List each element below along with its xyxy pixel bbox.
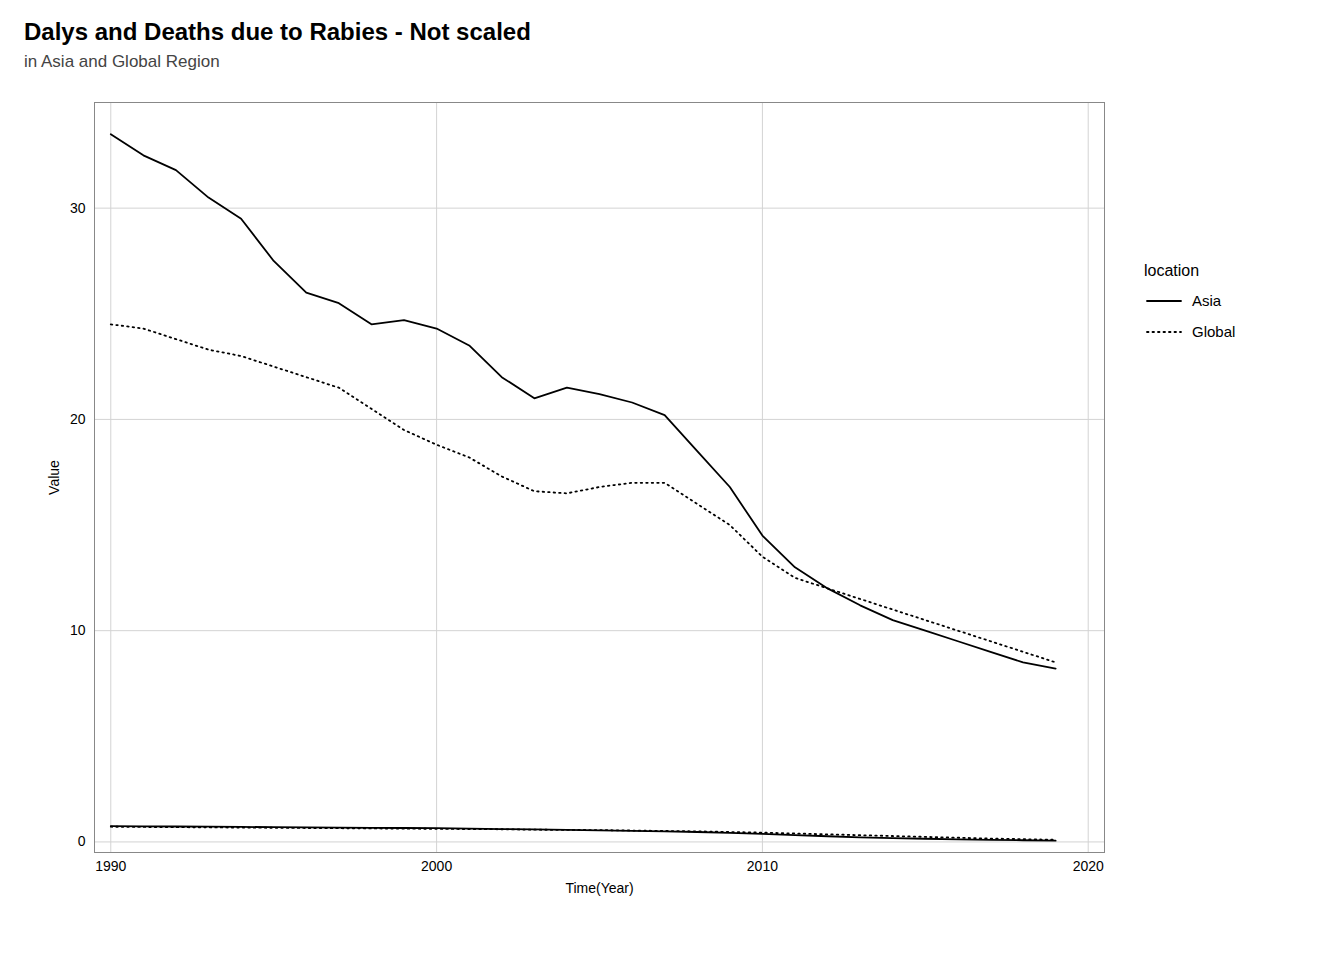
svg-text:10: 10 bbox=[70, 622, 86, 638]
svg-text:2020: 2020 bbox=[1073, 858, 1104, 874]
svg-text:Value: Value bbox=[46, 460, 62, 495]
svg-text:2000: 2000 bbox=[421, 858, 452, 874]
svg-text:30: 30 bbox=[70, 200, 86, 216]
html-text:Dalys and Deaths due to Rabies: Dalys and Deaths due to Rabies - Not sca… bbox=[24, 18, 531, 45]
svg-text:0: 0 bbox=[78, 833, 86, 849]
svg-text:Time(Year): Time(Year) bbox=[565, 880, 633, 896]
html-text:location: location bbox=[1144, 262, 1200, 279]
svg-text:1990: 1990 bbox=[95, 858, 126, 874]
svg-text:2010: 2010 bbox=[747, 858, 778, 874]
html-text:Asia: Asia bbox=[1192, 292, 1222, 309]
svg-text:20: 20 bbox=[70, 411, 86, 427]
html-text:in Asia and Global Region: in Asia and Global Region bbox=[24, 52, 220, 71]
html-text:Global: Global bbox=[1192, 323, 1236, 340]
